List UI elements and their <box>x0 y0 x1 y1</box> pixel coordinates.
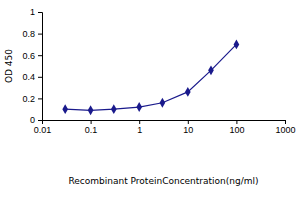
y-tick-label: 0.8 <box>22 29 35 39</box>
plot: 0.01 0.1 1 10 100 1000 0 0.2 0.4 0.6 0.8 1 <box>22 7 295 135</box>
y-tick-label: 1 <box>30 7 35 17</box>
x-axis: 0.01 0.1 1 10 100 1000 <box>34 120 296 135</box>
marker <box>111 104 117 114</box>
x-tick: 10 <box>183 120 193 135</box>
marker <box>136 102 142 112</box>
y-axis-line <box>38 13 43 121</box>
y-tick: 0.4 <box>22 72 42 82</box>
y-tick-mark <box>38 12 42 13</box>
y-tick: 1 <box>30 7 42 17</box>
x-tick-mark <box>285 120 286 124</box>
y-tick-label: 0.4 <box>22 72 35 82</box>
x-tick-label: 1000 <box>275 125 295 135</box>
y-tick-mark <box>38 120 42 121</box>
y-tick-label: 0.6 <box>22 51 35 61</box>
x-tick-mark <box>91 120 92 124</box>
y-axis-title: OD 450 <box>4 49 14 83</box>
y-tick: 0.8 <box>22 29 42 39</box>
series <box>62 39 239 115</box>
x-tick-mark <box>236 120 237 124</box>
y-tick-label: 0 <box>30 115 35 125</box>
y-tick-mark <box>38 98 42 99</box>
x-tick: 0.1 <box>85 120 98 135</box>
y-tick: 0.6 <box>22 51 42 61</box>
marker <box>208 65 214 75</box>
x-tick-label: 100 <box>229 125 244 135</box>
marker <box>185 87 191 97</box>
y-tick-mark <box>38 77 42 78</box>
y-tick-label: 0.2 <box>22 94 35 104</box>
marker <box>62 104 68 114</box>
x-tick-label: 1 <box>137 125 142 135</box>
x-tick-label: 10 <box>183 125 193 135</box>
x-tick-label: 0.1 <box>85 125 98 135</box>
x-tick: 100 <box>229 120 244 135</box>
y-tick: 0 <box>30 115 42 125</box>
x-tick: 0.01 <box>34 120 52 135</box>
y-axis: 0 0.2 0.4 0.6 0.8 1 <box>22 7 42 125</box>
y-tick-mark <box>38 34 42 35</box>
marker <box>88 105 94 115</box>
x-tick: 1 <box>137 120 142 135</box>
x-tick-mark <box>139 120 140 124</box>
y-tick: 0.2 <box>22 94 42 104</box>
x-tick-label: 0.01 <box>34 125 52 135</box>
x-axis-title: Recombinant ProteinConcentration(ng/ml) <box>68 176 258 186</box>
x-tick-mark <box>188 120 189 124</box>
line <box>65 44 236 110</box>
x-tick: 1000 <box>275 120 295 135</box>
y-tick-mark <box>38 55 42 56</box>
x-axis-line <box>43 121 286 125</box>
marker <box>160 98 166 108</box>
marker <box>234 39 240 49</box>
chart: 0.01 0.1 1 10 100 1000 0 0.2 0.4 0.6 0.8 1 Recombina… <box>0 0 300 200</box>
